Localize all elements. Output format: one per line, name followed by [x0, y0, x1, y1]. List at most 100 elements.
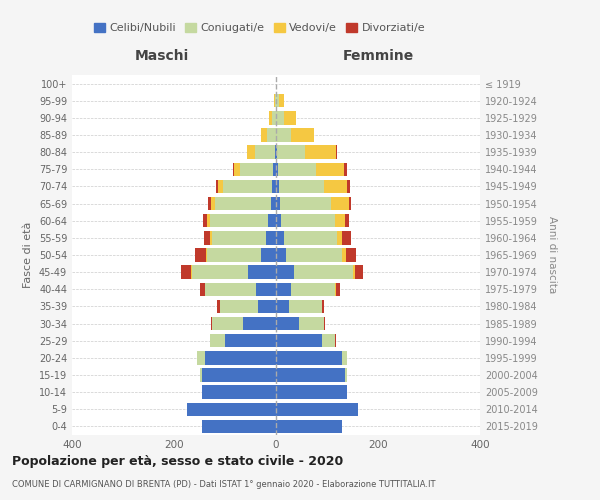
- Bar: [331, 197, 349, 210]
- Bar: [276, 146, 277, 159]
- Bar: [345, 214, 349, 228]
- Bar: [342, 231, 352, 244]
- Bar: [191, 266, 192, 279]
- Bar: [276, 231, 284, 244]
- Bar: [342, 351, 347, 364]
- Bar: [278, 180, 325, 193]
- Bar: [210, 214, 268, 228]
- Bar: [276, 334, 322, 347]
- Bar: [205, 351, 276, 364]
- Bar: [212, 231, 266, 244]
- Bar: [187, 402, 276, 416]
- Bar: [276, 214, 281, 228]
- Bar: [260, 248, 276, 262]
- Bar: [203, 214, 207, 228]
- Bar: [269, 111, 272, 124]
- Bar: [248, 266, 276, 279]
- Bar: [208, 197, 211, 210]
- Bar: [272, 180, 276, 193]
- Y-axis label: Fasce di età: Fasce di età: [23, 222, 33, 288]
- Bar: [276, 351, 342, 364]
- Bar: [272, 111, 276, 124]
- Bar: [216, 180, 218, 193]
- Bar: [234, 162, 240, 176]
- Bar: [204, 231, 210, 244]
- Bar: [284, 231, 337, 244]
- Bar: [292, 128, 314, 141]
- Bar: [256, 282, 276, 296]
- Bar: [276, 266, 294, 279]
- Bar: [206, 248, 207, 262]
- Bar: [322, 334, 335, 347]
- Bar: [276, 282, 292, 296]
- Text: Maschi: Maschi: [135, 48, 189, 62]
- Bar: [218, 180, 223, 193]
- Bar: [211, 197, 215, 210]
- Bar: [275, 94, 276, 108]
- Bar: [355, 266, 362, 279]
- Bar: [284, 111, 296, 124]
- Bar: [278, 94, 284, 108]
- Bar: [202, 420, 276, 433]
- Bar: [196, 248, 206, 262]
- Bar: [276, 248, 286, 262]
- Bar: [199, 282, 205, 296]
- Bar: [247, 146, 254, 159]
- Bar: [217, 300, 220, 313]
- Bar: [276, 94, 278, 108]
- Bar: [316, 162, 344, 176]
- Text: COMUNE DI CARMIGNANO DI BRENTA (PD) - Dati ISTAT 1° gennaio 2020 - Elaborazione : COMUNE DI CARMIGNANO DI BRENTA (PD) - Da…: [12, 480, 436, 489]
- Bar: [254, 146, 275, 159]
- Bar: [280, 197, 331, 210]
- Bar: [286, 248, 342, 262]
- Bar: [335, 146, 337, 159]
- Bar: [202, 368, 276, 382]
- Bar: [225, 334, 276, 347]
- Bar: [199, 368, 202, 382]
- Bar: [276, 162, 278, 176]
- Bar: [181, 266, 191, 279]
- Bar: [281, 214, 335, 228]
- Text: Femmine: Femmine: [343, 48, 413, 62]
- Bar: [210, 334, 225, 347]
- Bar: [325, 180, 347, 193]
- Bar: [197, 351, 205, 364]
- Bar: [274, 94, 275, 108]
- Bar: [337, 231, 342, 244]
- Bar: [276, 317, 299, 330]
- Bar: [346, 248, 356, 262]
- Bar: [274, 162, 276, 176]
- Bar: [276, 128, 292, 141]
- Bar: [205, 282, 256, 296]
- Bar: [276, 111, 284, 124]
- Bar: [207, 214, 210, 228]
- Bar: [277, 146, 305, 159]
- Bar: [299, 317, 325, 330]
- Bar: [276, 197, 280, 210]
- Bar: [212, 317, 243, 330]
- Bar: [276, 180, 278, 193]
- Bar: [344, 162, 347, 176]
- Bar: [260, 128, 267, 141]
- Bar: [223, 180, 272, 193]
- Bar: [271, 197, 276, 210]
- Bar: [215, 197, 271, 210]
- Bar: [349, 197, 352, 210]
- Bar: [243, 317, 276, 330]
- Bar: [210, 231, 212, 244]
- Text: Popolazione per età, sesso e stato civile - 2020: Popolazione per età, sesso e stato civil…: [12, 455, 343, 468]
- Bar: [335, 214, 345, 228]
- Bar: [240, 162, 274, 176]
- Bar: [276, 300, 289, 313]
- Bar: [192, 266, 248, 279]
- Bar: [276, 386, 347, 399]
- Bar: [347, 180, 350, 193]
- Bar: [267, 128, 276, 141]
- Bar: [292, 282, 335, 296]
- Bar: [353, 266, 355, 279]
- Bar: [268, 214, 276, 228]
- Bar: [342, 248, 346, 262]
- Legend: Celibi/Nubili, Coniugati/e, Vedovi/e, Divorziati/e: Celibi/Nubili, Coniugati/e, Vedovi/e, Di…: [94, 23, 425, 34]
- Bar: [276, 402, 358, 416]
- Bar: [322, 300, 325, 313]
